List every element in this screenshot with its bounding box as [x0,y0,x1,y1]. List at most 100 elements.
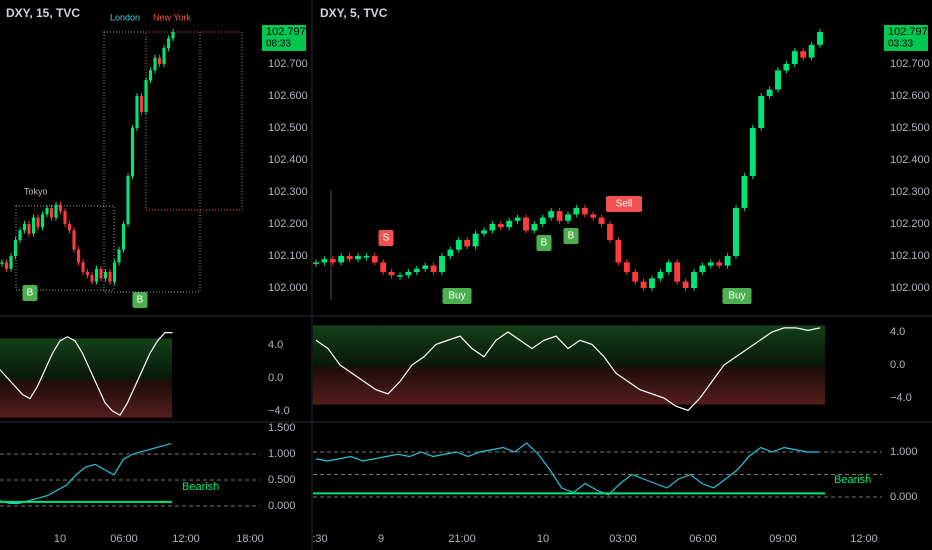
candle [130,128,135,176]
vol-label: Bearish [834,474,871,486]
candle [766,89,773,96]
signal-label: B [27,288,34,299]
candle [649,278,655,288]
price-badge [884,24,928,51]
signal-marker [536,235,552,251]
candle [623,262,630,272]
volatility-line [0,443,172,504]
osc-tick-label: 0.0 [268,372,283,384]
candle [117,249,121,263]
candle [775,70,781,90]
candle [67,224,72,231]
candle [590,214,597,218]
oscillator-band [313,325,825,405]
candle [691,272,697,288]
price-tick-label: 102.200 [268,218,308,230]
session-box [145,31,243,211]
candle [481,230,487,234]
price-badge [262,24,306,51]
signal-label: B [541,238,548,249]
candle [640,281,647,288]
candle [413,268,420,272]
candle [674,262,681,282]
candle [355,256,361,260]
price-tick-label: 102.000 [268,282,308,294]
price-tick-label: 102.700 [890,58,930,70]
vol-label: Bearish [182,481,219,493]
candle [497,224,504,228]
candle [108,272,112,282]
time-tick-label: 12:00 [850,533,878,545]
oscillator-band [0,338,172,418]
price-tick-label: 102.600 [890,90,930,102]
candle [397,275,403,277]
candle [27,224,31,234]
chart-title: DXY, 15, TVC [6,6,80,20]
signal-label: B [137,295,144,306]
signal-marker [563,228,579,244]
signal-label: S [383,233,390,244]
oscillator-line [0,332,173,416]
candle [4,262,9,269]
candle [9,256,13,269]
osc-tick-label: 4.0 [890,326,905,338]
candle [581,208,588,215]
candle [22,224,27,231]
price-tick-label: 102.300 [268,186,308,198]
session-label: New York [153,12,192,22]
candle [455,240,462,250]
candle [607,224,613,240]
signal-marker [606,196,642,212]
candle [539,217,546,224]
price-tick-label: 102.000 [890,282,930,294]
candle [94,268,99,282]
candle [758,96,765,128]
candle [565,214,571,221]
osc-tick-label: −4.0 [268,405,290,417]
candle [665,262,672,272]
signal-marker [132,292,148,308]
price-tick-label: 102.100 [268,250,308,262]
candle [49,208,54,218]
candle [783,64,790,71]
time-tick-label: 9 [378,533,384,545]
candle [531,224,538,231]
candle [657,272,664,279]
time-tick-label: 21:00 [448,533,476,545]
candle [321,259,328,263]
candle [18,230,22,240]
candle [430,265,437,272]
price-badge-countdown: 03:33 [888,39,913,50]
candle [523,217,529,231]
vol-tick-label: 0.000 [890,491,918,503]
price-tick-label: 102.600 [268,90,308,102]
candle [346,256,353,260]
candle [139,96,144,112]
signal-label: Buy [448,291,465,302]
candle [148,70,153,80]
candle [76,249,81,263]
price-tick-label: 102.100 [890,250,930,262]
vol-tick-label: 1.000 [890,446,918,458]
price-tick-label: 102.400 [268,154,308,166]
candle [85,272,90,276]
session-label: Tokyo [24,186,48,196]
candle [135,96,139,128]
candle [313,262,319,264]
candle [36,217,40,228]
time-tick-label: 06:00 [689,533,717,545]
time-tick-label: 03:00 [609,533,637,545]
candle [363,256,370,258]
candle [388,272,395,276]
signal-marker [378,230,394,246]
candle [144,80,148,112]
candle [489,224,496,231]
candle [699,265,706,272]
candle [63,211,67,224]
time-tick-label: 06:00 [110,533,138,545]
candle [40,214,45,228]
candle [733,208,739,256]
candle [615,240,622,263]
time-tick-label: 12:00 [172,533,200,545]
